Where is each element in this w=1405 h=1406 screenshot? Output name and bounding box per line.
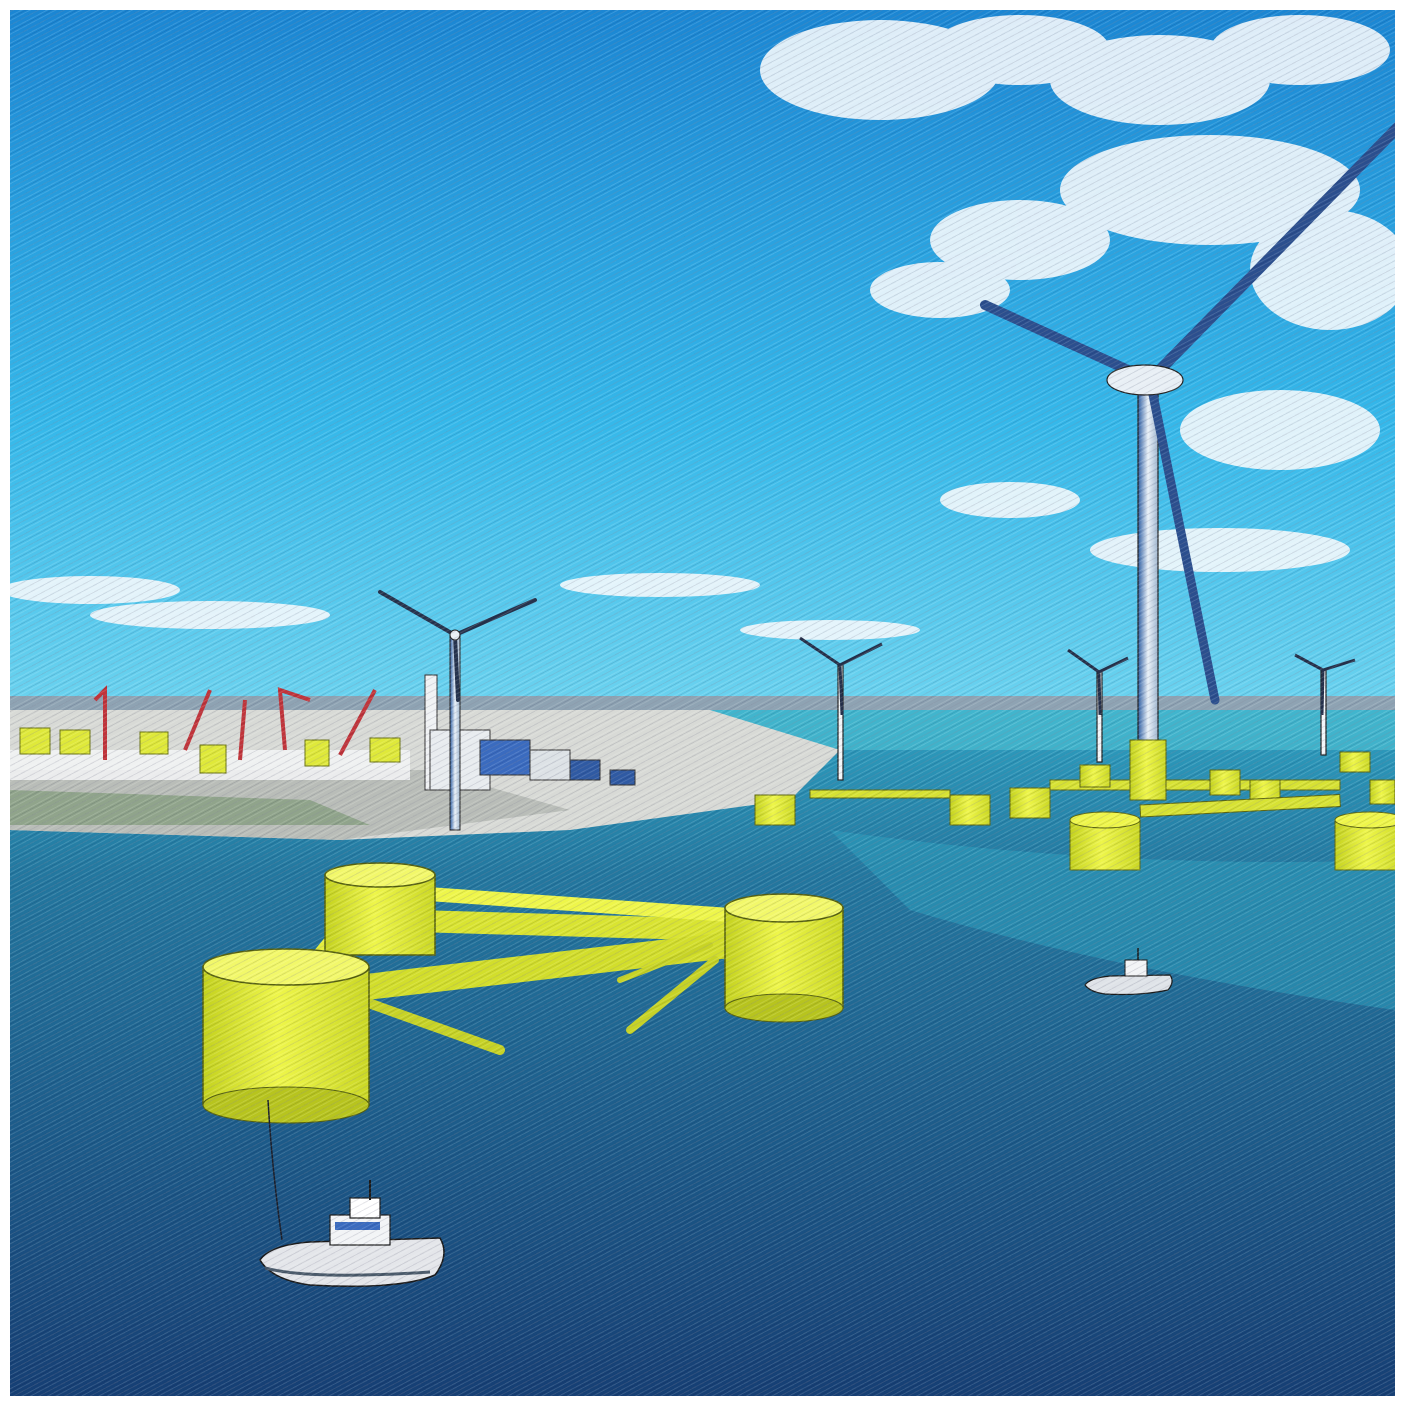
foreground-floating-platform[interactable] — [202, 862, 844, 1124]
sea-light-area — [830, 830, 1395, 1010]
mid-turbine — [378, 590, 537, 831]
tow-line — [267, 1099, 283, 1241]
tugboat-far[interactable] — [1084, 948, 1173, 996]
horizon-land — [10, 696, 1395, 710]
cranes — [93, 685, 377, 761]
offshore-wind-scene — [10, 10, 1395, 1396]
port-grass — [10, 790, 370, 825]
illustration-frame — [10, 10, 1395, 1396]
tugboat-near[interactable] — [259, 1180, 445, 1287]
large-turbine — [980, 122, 1395, 801]
distant-turbines — [799, 636, 1356, 781]
port-floats — [19, 727, 401, 774]
clouds — [10, 15, 1395, 640]
sea-shallow-band — [710, 710, 1395, 750]
